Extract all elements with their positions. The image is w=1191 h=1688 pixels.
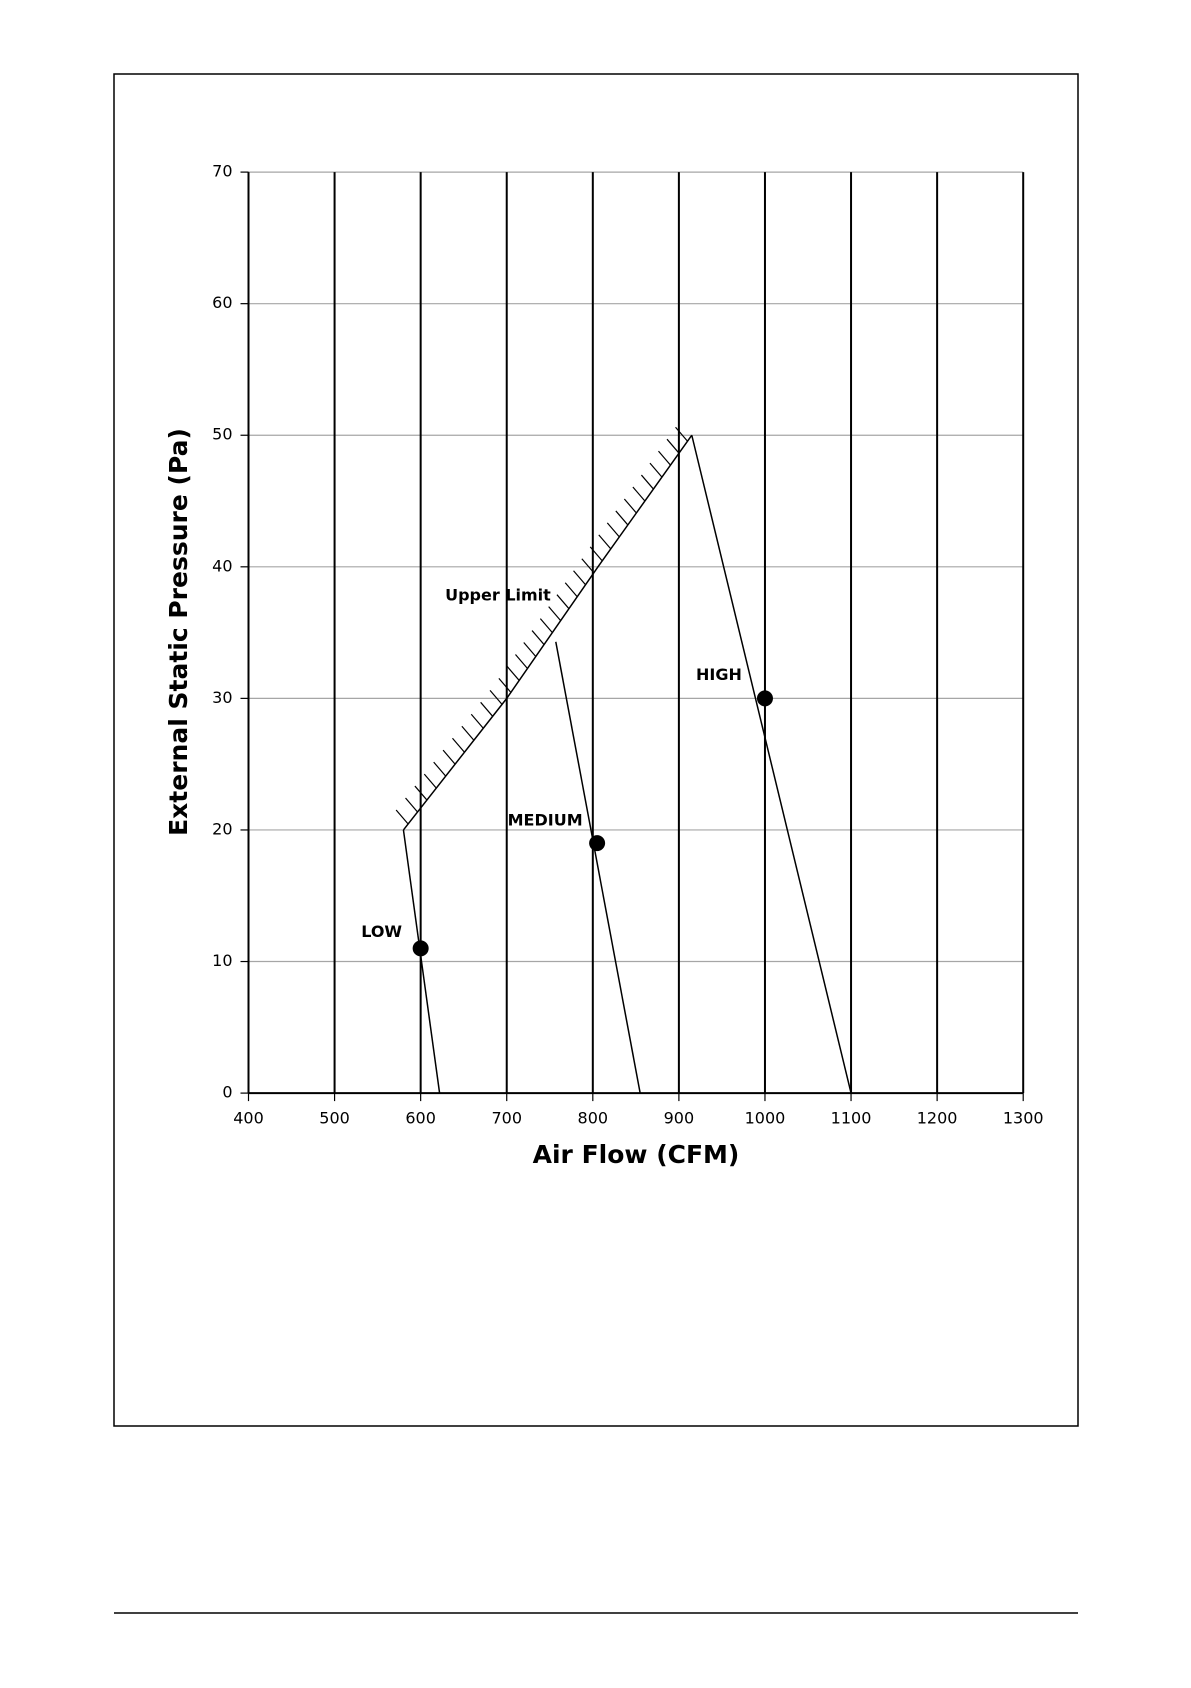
operating-point bbox=[756, 690, 773, 707]
hatch bbox=[615, 510, 629, 526]
hatch bbox=[623, 498, 637, 514]
hatch bbox=[414, 785, 428, 801]
hatch bbox=[405, 797, 418, 813]
hatch bbox=[598, 534, 612, 550]
hatch bbox=[442, 749, 456, 765]
hatch bbox=[489, 689, 503, 705]
x-tick-label: 700 bbox=[491, 1109, 522, 1128]
operating-point bbox=[412, 940, 429, 957]
y-tick-label: 10 bbox=[212, 951, 232, 970]
hatch bbox=[515, 654, 528, 669]
x-axis-label: Air Flow (CFM) bbox=[533, 1140, 740, 1169]
y-tick-label: 30 bbox=[212, 688, 232, 707]
y-tick-label: 40 bbox=[212, 556, 232, 575]
hatch bbox=[658, 450, 671, 466]
hatch bbox=[523, 642, 537, 657]
series-label: HIGH bbox=[696, 665, 742, 684]
hatch bbox=[452, 737, 465, 753]
hatch bbox=[649, 462, 663, 478]
hatch bbox=[423, 773, 437, 789]
hatch bbox=[480, 701, 494, 717]
series-label: LOW bbox=[361, 922, 402, 941]
hatch bbox=[433, 761, 447, 777]
hatch bbox=[640, 474, 654, 490]
hatch bbox=[539, 618, 553, 633]
y-tick-label: 20 bbox=[212, 819, 232, 838]
fan-curve bbox=[691, 435, 852, 1094]
hatch bbox=[498, 678, 512, 693]
hatch bbox=[564, 582, 578, 598]
fan-curve bbox=[555, 641, 641, 1094]
hatch bbox=[548, 606, 562, 622]
x-tick-label: 1100 bbox=[831, 1109, 872, 1128]
hatch bbox=[632, 486, 646, 502]
x-tick-label: 1200 bbox=[917, 1109, 958, 1128]
hatch bbox=[589, 546, 603, 562]
series-label: MEDIUM bbox=[508, 811, 583, 830]
frame bbox=[113, 73, 1079, 1427]
x-tick-label: 600 bbox=[405, 1109, 436, 1128]
hatch bbox=[531, 630, 545, 645]
hatch bbox=[675, 426, 688, 442]
y-tick-label: 0 bbox=[222, 1083, 232, 1102]
y-axis-label: External Static Pressure (Pa) bbox=[164, 428, 193, 836]
upper-limit-line bbox=[402, 434, 693, 831]
fan-curve bbox=[402, 829, 441, 1094]
hatch bbox=[395, 809, 409, 825]
hatch bbox=[556, 594, 570, 610]
x-tick-label: 500 bbox=[319, 1109, 350, 1128]
hatch bbox=[666, 438, 680, 454]
x-tick-label: 1000 bbox=[745, 1109, 786, 1128]
upper-limit-label: Upper Limit bbox=[445, 585, 551, 604]
y-tick-label: 50 bbox=[212, 425, 232, 444]
hatch bbox=[606, 522, 620, 538]
x-tick-label: 1300 bbox=[1003, 1109, 1044, 1128]
hatch bbox=[581, 558, 595, 574]
y-tick-label: 60 bbox=[212, 293, 232, 312]
hatch bbox=[506, 666, 520, 681]
x-tick-label: 400 bbox=[233, 1109, 264, 1128]
x-tick-label: 800 bbox=[578, 1109, 609, 1128]
hatch bbox=[470, 713, 484, 729]
hatch bbox=[573, 570, 586, 586]
y-tick-label: 70 bbox=[212, 162, 232, 181]
x-tick-label: 900 bbox=[664, 1109, 695, 1128]
hatch bbox=[461, 725, 475, 741]
operating-point bbox=[589, 835, 606, 852]
